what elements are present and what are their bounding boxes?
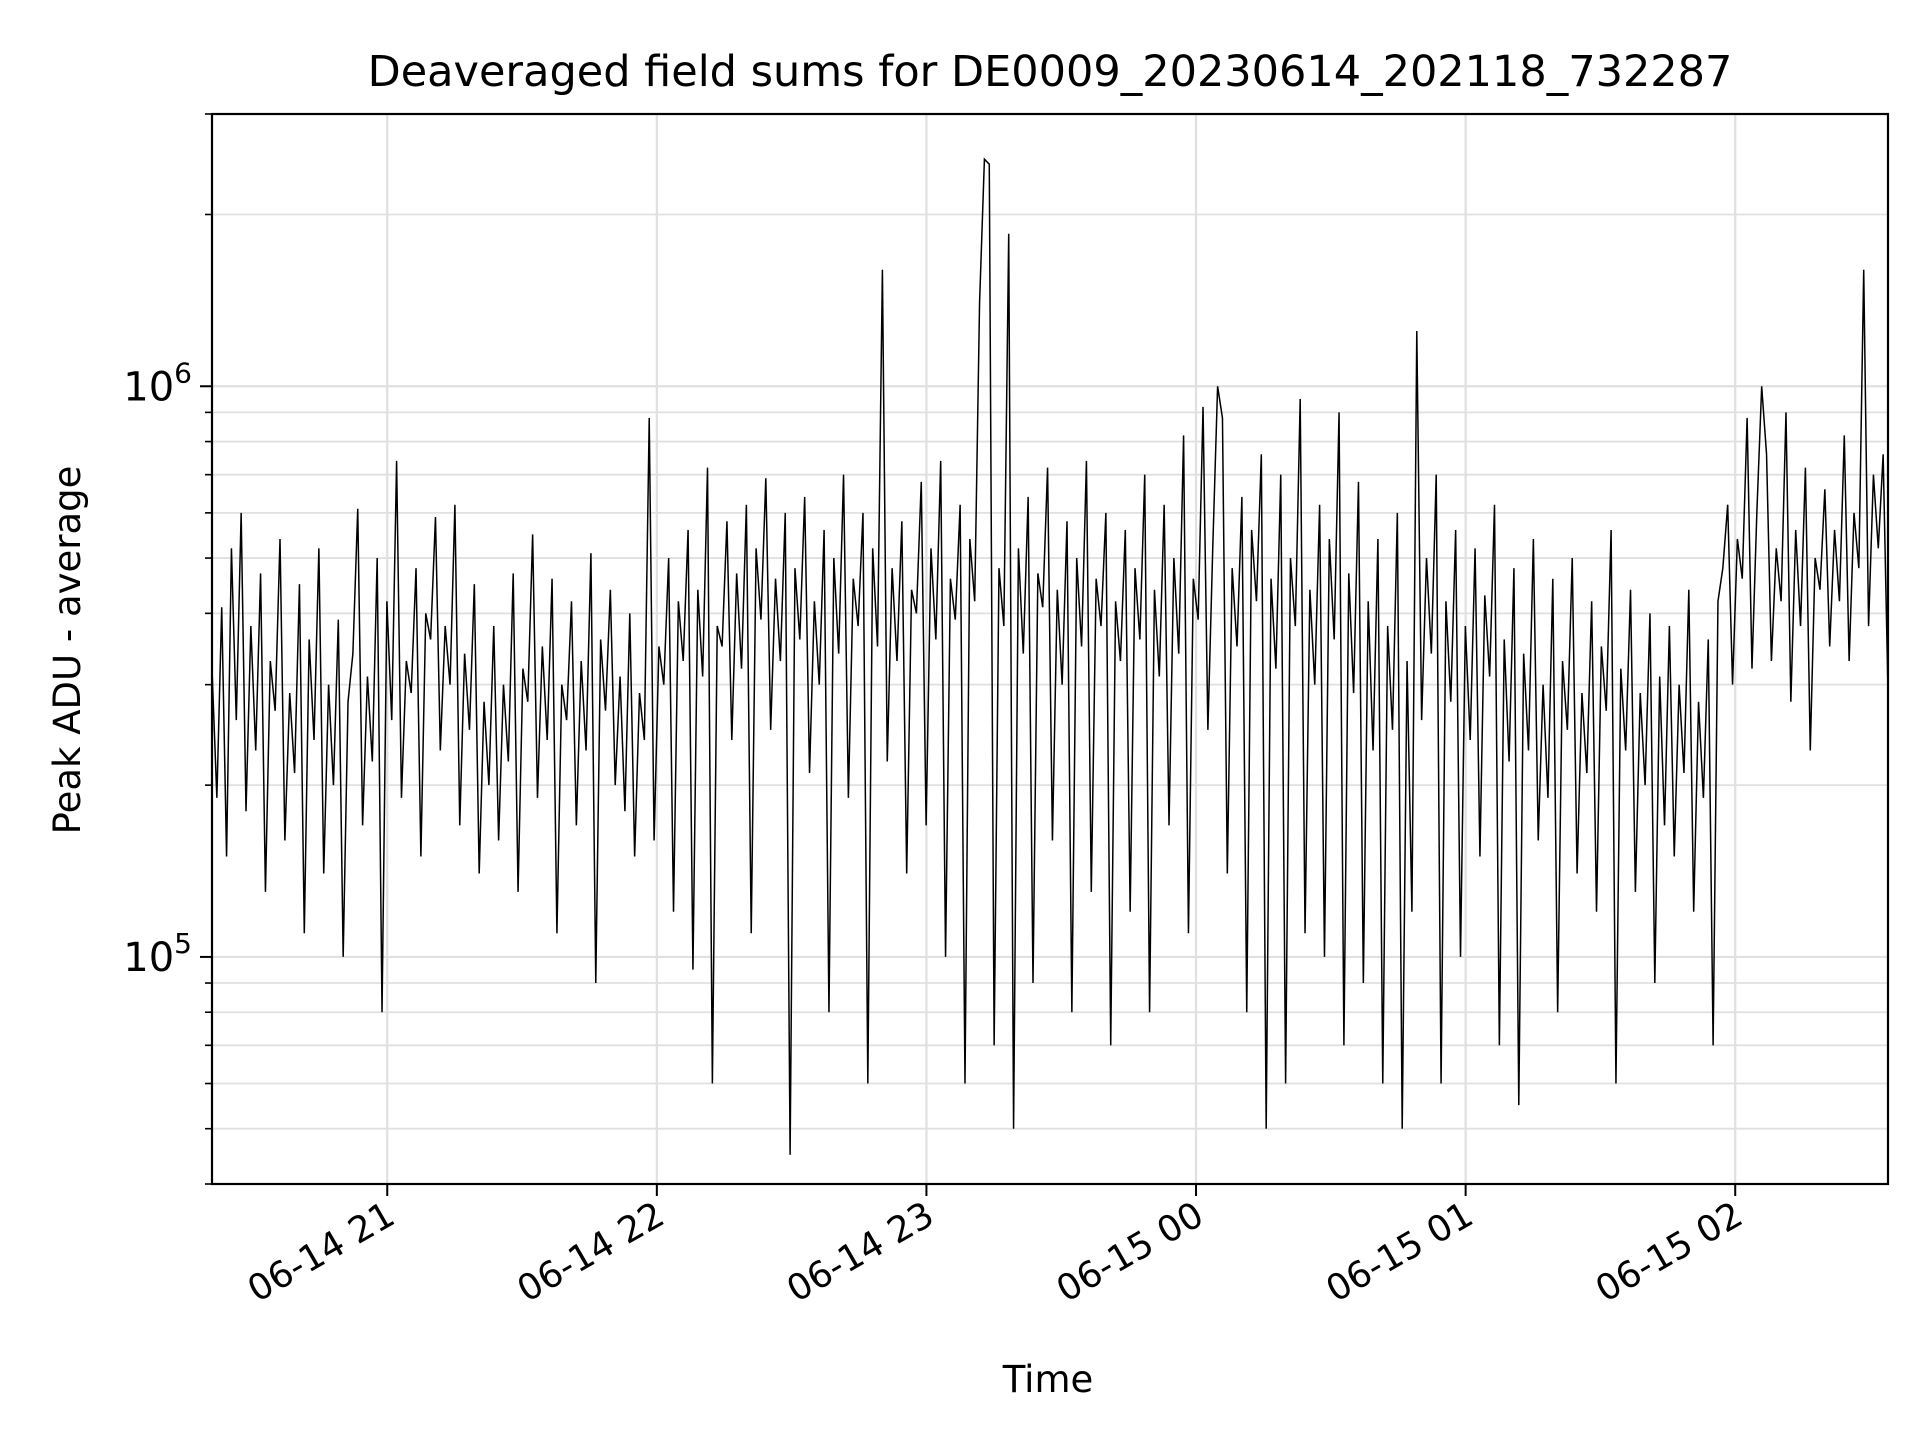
series-layer [211, 157, 1889, 1155]
y-tick-label: 105 [123, 927, 192, 981]
x-axis-label: Time [1002, 1358, 1094, 1401]
series-line [211, 157, 1889, 1155]
y-tick-label: 106 [123, 356, 192, 410]
plot-frame [210, 112, 1890, 1186]
y-ticks: 105 106 [123, 113, 212, 1185]
y-axis-label: Peak ADU - average [46, 466, 89, 835]
chart-title: Deaveraged field sums for DE0009_2023061… [368, 47, 1733, 97]
